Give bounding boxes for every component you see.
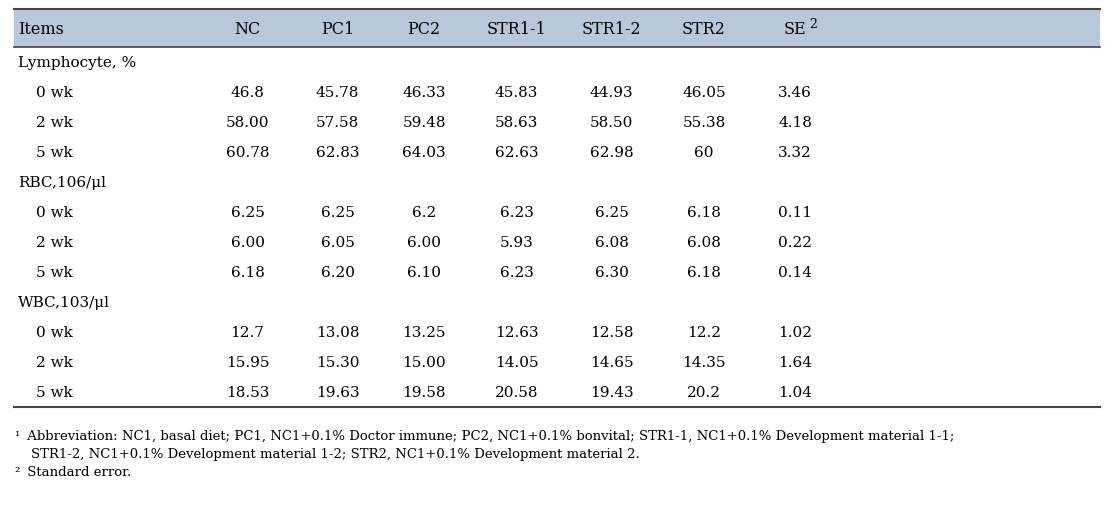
Text: 55.38: 55.38 [683,116,725,130]
Text: 44.93: 44.93 [589,86,634,100]
Text: ²: ² [14,465,19,478]
Text: 5.93: 5.93 [499,236,534,249]
Text: STR2: STR2 [682,20,726,38]
Text: 14.35: 14.35 [682,355,725,369]
Text: 1.64: 1.64 [778,355,812,369]
Text: 13.25: 13.25 [402,325,446,340]
Text: 20.58: 20.58 [495,385,538,399]
Text: 19.58: 19.58 [402,385,446,399]
Text: 6.00: 6.00 [407,236,441,249]
Text: 6.08: 6.08 [687,236,721,249]
Text: 18.53: 18.53 [226,385,270,399]
Text: STR1-2, NC1+0.1% Development material 1-2; STR2, NC1+0.1% Development material 2: STR1-2, NC1+0.1% Development material 1-… [31,447,639,460]
Text: 12.2: 12.2 [687,325,721,340]
Text: 6.10: 6.10 [407,266,441,279]
Text: SE: SE [783,20,807,38]
Text: 60: 60 [694,146,714,160]
Text: STR1-2: STR1-2 [582,20,642,38]
Text: 6.25: 6.25 [231,206,264,219]
Text: 12.63: 12.63 [495,325,538,340]
Text: 58.00: 58.00 [226,116,270,130]
Text: 60.78: 60.78 [226,146,270,160]
Text: 45.83: 45.83 [495,86,538,100]
Text: 6.05: 6.05 [321,236,354,249]
Text: 6.30: 6.30 [595,266,628,279]
Text: 6.20: 6.20 [321,266,354,279]
Text: 64.03: 64.03 [402,146,446,160]
Text: 3.46: 3.46 [778,86,812,100]
Text: 4.18: 4.18 [778,116,812,130]
Text: STR1-1: STR1-1 [487,20,546,38]
Text: 6.23: 6.23 [499,266,534,279]
Text: 3.32: 3.32 [778,146,812,160]
Text: PC2: PC2 [408,20,440,38]
Text: 62.63: 62.63 [495,146,538,160]
Text: RBC,106/μl: RBC,106/μl [18,176,106,190]
Text: 6.18: 6.18 [687,206,721,219]
Text: 6.18: 6.18 [687,266,721,279]
Text: 6.25: 6.25 [321,206,354,219]
Text: WBC,103/μl: WBC,103/μl [18,295,110,309]
Text: 6.08: 6.08 [595,236,628,249]
Text: 57.58: 57.58 [316,116,359,130]
Text: 0 wk: 0 wk [36,86,72,100]
Text: ¹: ¹ [14,429,19,442]
Text: 14.65: 14.65 [589,355,634,369]
Text: 45.78: 45.78 [315,86,359,100]
Text: 19.63: 19.63 [315,385,360,399]
Text: 20.2: 20.2 [687,385,721,399]
Text: 5 wk: 5 wk [36,266,72,279]
Text: Abbreviation: NC1, basal diet; PC1, NC1+0.1% Doctor immune; PC2, NC1+0.1% bonvit: Abbreviation: NC1, basal diet; PC1, NC1+… [23,429,955,442]
Text: 15.30: 15.30 [315,355,359,369]
Text: 5 wk: 5 wk [36,146,72,160]
Text: NC: NC [234,20,261,38]
Text: 13.08: 13.08 [315,325,359,340]
Text: 2 wk: 2 wk [36,116,72,130]
Text: 46.8: 46.8 [231,86,264,100]
Text: 46.33: 46.33 [402,86,446,100]
Text: 12.58: 12.58 [589,325,633,340]
Text: 2 wk: 2 wk [36,236,72,249]
Text: 15.00: 15.00 [402,355,446,369]
Text: 6.23: 6.23 [499,206,534,219]
Text: 0.22: 0.22 [778,236,812,249]
Text: 58.63: 58.63 [495,116,538,130]
Text: 46.05: 46.05 [682,86,726,100]
Text: 6.00: 6.00 [231,236,264,249]
Text: Items: Items [18,20,63,38]
Text: 0 wk: 0 wk [36,325,72,340]
Text: Standard error.: Standard error. [23,465,131,478]
Text: 6.25: 6.25 [595,206,628,219]
Text: 58.50: 58.50 [589,116,633,130]
Text: 14.05: 14.05 [495,355,538,369]
Bar [14,10,1100,48]
Text: 1.02: 1.02 [778,325,812,340]
Text: 62.83: 62.83 [315,146,359,160]
Text: 12.7: 12.7 [231,325,264,340]
Text: 6.18: 6.18 [231,266,264,279]
Text: 0.14: 0.14 [778,266,812,279]
Text: 5 wk: 5 wk [36,385,72,399]
Text: Lymphocyte, %: Lymphocyte, % [18,56,136,70]
Text: 2: 2 [809,17,817,31]
Text: 62.98: 62.98 [589,146,634,160]
Text: 59.48: 59.48 [402,116,446,130]
Text: 15.95: 15.95 [226,355,270,369]
Text: PC1: PC1 [321,20,354,38]
Text: 2 wk: 2 wk [36,355,72,369]
Text: 0 wk: 0 wk [36,206,72,219]
Text: 19.43: 19.43 [589,385,634,399]
Text: 6.2: 6.2 [412,206,436,219]
Text: 1.04: 1.04 [778,385,812,399]
Text: 0.11: 0.11 [778,206,812,219]
